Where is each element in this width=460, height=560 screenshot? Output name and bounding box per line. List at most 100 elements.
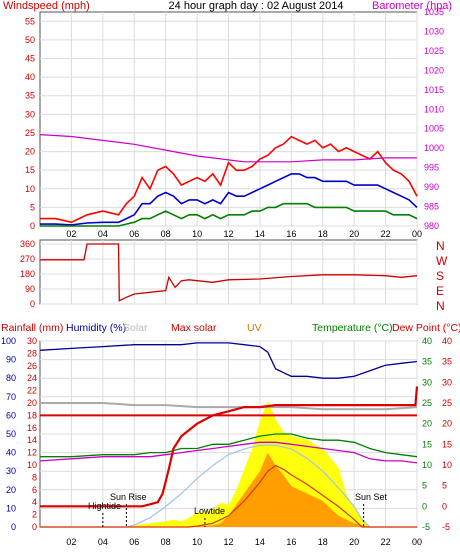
rain-y-tick-label: 10 xyxy=(27,460,37,470)
dewpoint-y-tick-label: -5 xyxy=(442,522,450,532)
dewpoint-y-ticks: -5 0 5 10 15 20 25 30 35 40 xyxy=(442,336,452,532)
temperature-y-tick-label: 10 xyxy=(422,460,432,470)
temperature-y-tick-label: 40 xyxy=(422,336,432,346)
wind-x-tick-label: 20 xyxy=(349,229,359,239)
rain-total-line xyxy=(40,386,419,508)
barometer-y-tick-label: 995 xyxy=(424,163,439,173)
sensor-x-tick-label: 10 xyxy=(192,537,202,547)
wind-y-tick-label: 45 xyxy=(25,54,35,64)
rain-y-tick-label: 2 xyxy=(32,510,37,520)
dewpoint-y-tick-label: 35 xyxy=(442,357,452,367)
temperature-y-tick-label: 15 xyxy=(422,439,432,449)
rain-y-tick-label: 16 xyxy=(27,423,37,433)
wind-x-tick-label: 10 xyxy=(192,229,202,239)
humidity-y-tick-label: 100 xyxy=(1,336,16,346)
direction-y-tick-label: 0 xyxy=(30,299,35,309)
humidity-label: Humidity (%) xyxy=(66,322,126,334)
sensor-x-ticks: 02 04 06 08 10 12 14 16 18 20 22 00 xyxy=(66,537,422,547)
sensor-x-tick-label: 00 xyxy=(412,537,422,547)
sensor-x-tick-label: 12 xyxy=(223,537,233,547)
rain-y-tick-label: 20 xyxy=(27,398,37,408)
direction-series xyxy=(40,243,418,302)
compass-label: E xyxy=(436,284,444,298)
humidity-line xyxy=(39,342,418,379)
dewpoint-y-tick-label: 40 xyxy=(442,336,452,346)
rain-y-tick-label: 22 xyxy=(27,386,37,396)
rain-y-tick-label: 14 xyxy=(27,435,37,445)
chart-title: 24 hour graph day : 02 August 2014 xyxy=(169,0,344,12)
wind-x-tick-label: 04 xyxy=(98,229,108,239)
sensor-x-tick-label: 18 xyxy=(318,537,328,547)
wind-x-tick-label: 06 xyxy=(129,229,139,239)
direction-series-line xyxy=(40,243,418,302)
multi-sensor-panel: Rainfall (mm) Humidity (%) Solar Max sol… xyxy=(1,322,460,547)
humidity-y-tick-label: 10 xyxy=(6,503,16,513)
uv-label: UV xyxy=(247,322,262,334)
wind-y-tick-label: 10 xyxy=(25,184,35,194)
direction-y-ticks: 0 90 180 270 360 xyxy=(20,239,35,309)
barometer-y-ticks: 980 985 990 995 1000 1005 1010 1015 1020 1025 1030… xyxy=(424,7,444,231)
temperature-line xyxy=(40,433,418,458)
rain-y-tick-label: 24 xyxy=(27,373,37,383)
barometer-y-tick-label: 1035 xyxy=(424,7,444,17)
barometer-y-tick-label: 985 xyxy=(424,202,439,212)
sensor-x-tick-label: 14 xyxy=(255,537,265,547)
dew-point-label: Dew Point (°C) xyxy=(392,322,460,334)
temperature-y-ticks: -5 0 5 10 15 20 25 30 35 40 xyxy=(422,336,432,532)
barometer-y-tick-label: 1020 xyxy=(424,65,444,75)
dewpoint-y-tick-label: 10 xyxy=(442,460,452,470)
temperature-y-tick-label: -5 xyxy=(422,522,430,532)
barometer-y-tick-label: 1015 xyxy=(424,85,444,95)
barometer-axis-label: Barometer (hpa) xyxy=(372,0,452,12)
gust-series-line xyxy=(40,135,418,224)
humidity-y-tick-label: 70 xyxy=(6,392,16,402)
sensor-x-tick-label: 08 xyxy=(161,537,171,547)
barometer-y-tick-label: 1030 xyxy=(424,26,444,36)
annotation-label: Sun Rise xyxy=(110,492,147,502)
wind-y-tick-label: 55 xyxy=(25,16,35,26)
annotation-label: Sun Set xyxy=(355,492,388,502)
annotation-label: Lowtide xyxy=(194,506,225,516)
temperature-y-tick-label: 25 xyxy=(422,398,432,408)
rain-y-tick-label: 28 xyxy=(27,348,37,358)
sensor-x-tick-label: 02 xyxy=(66,537,76,547)
barometer-y-tick-label: 980 xyxy=(424,221,439,231)
wind-barometer-panel: Windspeed (mph) 24 hour graph day : 02 A… xyxy=(3,0,452,239)
direction-y-tick-label: 90 xyxy=(25,284,35,294)
max-solar-line xyxy=(40,444,417,528)
barometer-y-tick-label: 990 xyxy=(424,182,439,192)
wind-y-tick-label: 35 xyxy=(25,91,35,101)
wind-y-tick-label: 50 xyxy=(25,35,35,45)
barometer-y-tick-label: 1025 xyxy=(424,46,444,56)
temperature-y-tick-label: 30 xyxy=(422,377,432,387)
humidity-y-tick-label: 50 xyxy=(6,429,16,439)
wind-y-tick-label: 15 xyxy=(25,165,35,175)
rain-y-tick-label: 0 xyxy=(32,522,37,532)
compass-label: S xyxy=(436,269,444,283)
humidity-y-tick-label: 80 xyxy=(6,373,16,383)
humidity-y-tick-label: 0 xyxy=(11,522,16,532)
dewpoint-y-tick-label: 20 xyxy=(442,419,452,429)
sensor-x-tick-label: 20 xyxy=(349,537,359,547)
humidity-y-tick-label: 20 xyxy=(6,485,16,495)
rain-y-tick-label: 18 xyxy=(27,410,37,420)
wind-x-tick-label: 22 xyxy=(381,229,391,239)
wind-x-tick-label: 14 xyxy=(255,229,265,239)
wind-x-tick-label: 16 xyxy=(286,229,296,239)
wind-x-tick-label: 08 xyxy=(161,229,171,239)
dewpoint-y-tick-label: 15 xyxy=(442,439,452,449)
wind-grid xyxy=(40,12,418,227)
direction-y-tick-label: 360 xyxy=(20,239,35,249)
rain-y-tick-label: 4 xyxy=(32,497,37,507)
temperature-label: Temperature (°C) xyxy=(312,322,393,334)
wind-y-tick-label: 20 xyxy=(25,147,35,157)
wind-x-tick-label: 18 xyxy=(318,229,328,239)
wind-y-tick-label: 25 xyxy=(25,128,35,138)
grey-line xyxy=(40,402,418,411)
wind-x-tick-label: 12 xyxy=(223,229,233,239)
